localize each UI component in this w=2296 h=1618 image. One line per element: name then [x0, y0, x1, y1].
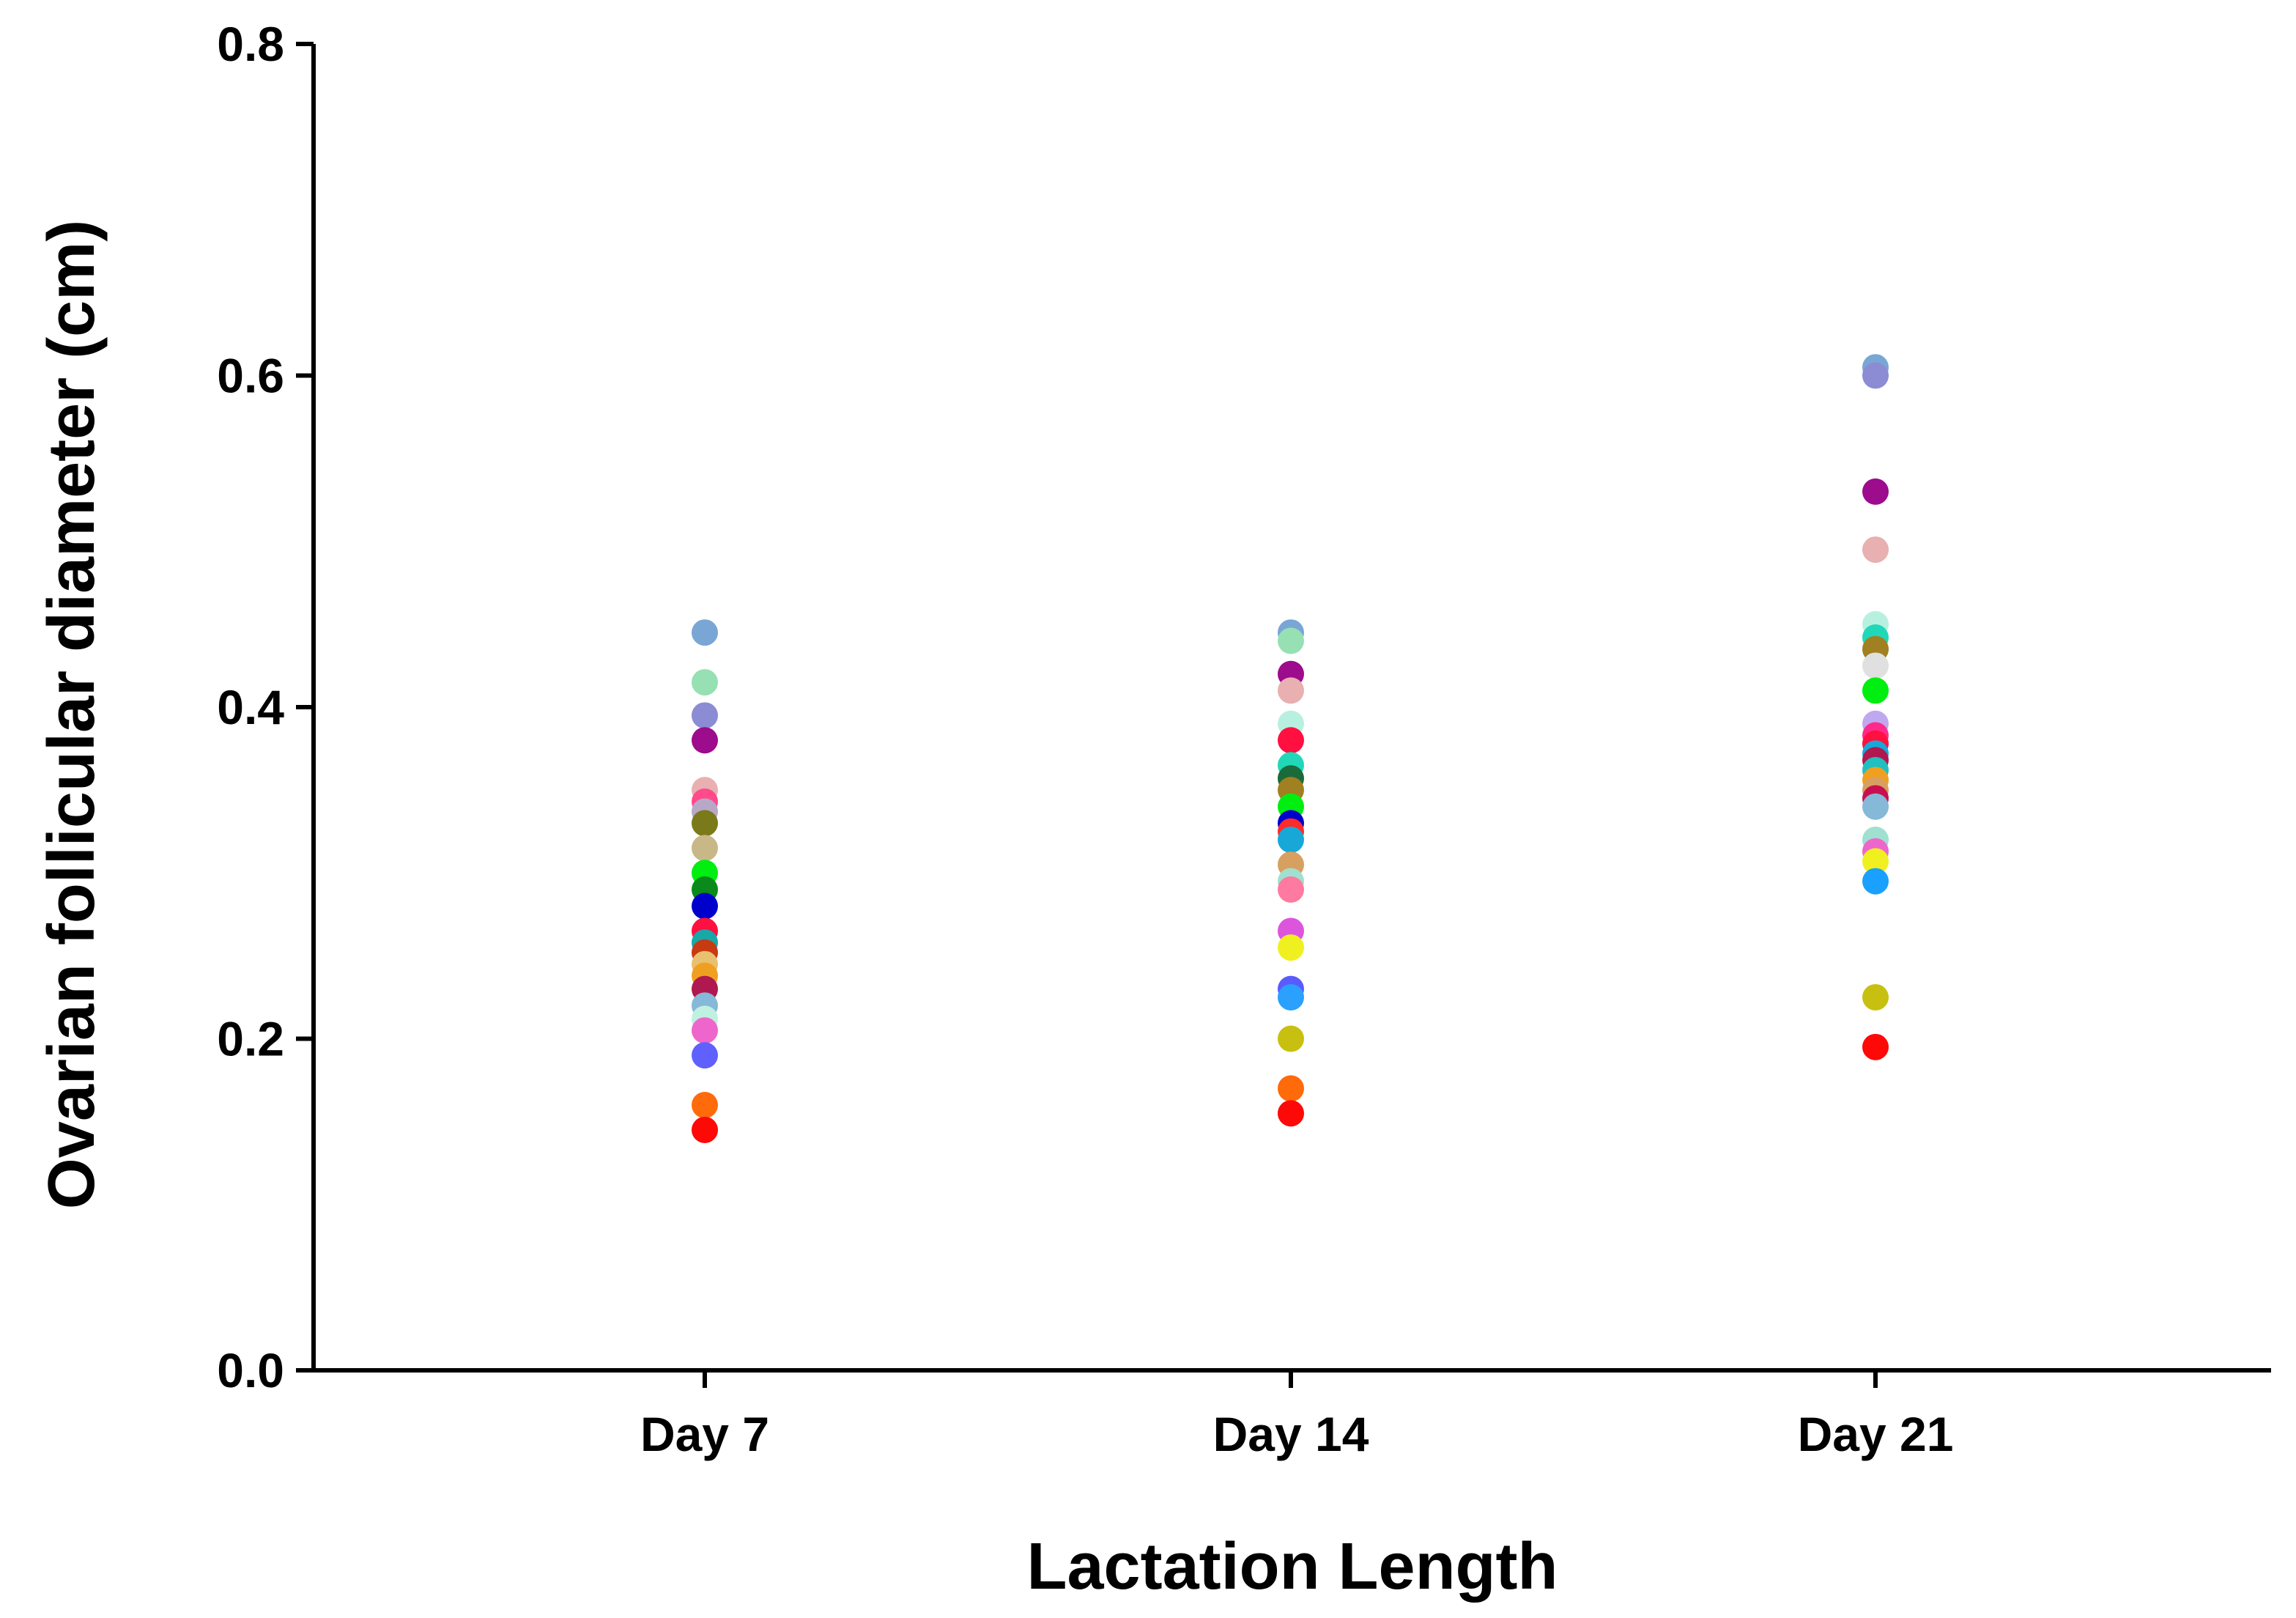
data-point	[692, 669, 718, 696]
data-point	[692, 1092, 718, 1118]
data-point	[692, 727, 718, 754]
x-axis-title: Lactation Length	[1027, 1530, 1558, 1603]
data-point	[1278, 827, 1304, 853]
data-point	[1278, 1100, 1304, 1127]
data-point	[1862, 362, 1889, 389]
y-tick-label: 0.2	[217, 1012, 284, 1066]
x-tick-label: Day 14	[1213, 1407, 1369, 1461]
data-point	[1862, 652, 1889, 679]
x-tick-label: Day 21	[1798, 1407, 1954, 1461]
x-axis-ticks: Day 7 Day 14 Day 21	[640, 1370, 1953, 1461]
y-axis-ticks: 0.0 0.2 0.4 0.6 0.8	[217, 17, 314, 1397]
data-point	[1278, 1025, 1304, 1052]
data-point	[1862, 983, 1889, 1011]
data-point	[1862, 478, 1889, 505]
data-point	[1278, 934, 1304, 961]
data-point	[1862, 536, 1889, 564]
x-tick-label: Day 7	[640, 1407, 769, 1461]
data-point	[1278, 1075, 1304, 1102]
data-point	[692, 1116, 718, 1143]
axes	[311, 44, 2271, 1373]
data-point	[692, 619, 718, 646]
data-point	[1862, 1033, 1889, 1060]
data-point	[1862, 848, 1889, 875]
y-tick-label: 0.4	[217, 680, 284, 734]
data-point	[1862, 793, 1889, 820]
y-axis-title: Ovarian follicular diameter (cm)	[35, 220, 108, 1209]
data-point	[1278, 727, 1304, 754]
y-tick-label: 0.8	[217, 17, 284, 71]
data-point	[692, 702, 718, 729]
data-point	[1278, 983, 1304, 1011]
data-point	[692, 810, 718, 837]
data-point	[1278, 627, 1304, 654]
data-points	[692, 354, 1889, 1143]
data-point	[1278, 677, 1304, 704]
y-tick-label: 0.6	[217, 349, 284, 403]
data-point	[1862, 677, 1889, 704]
data-point	[692, 1017, 718, 1044]
y-tick-label: 0.0	[217, 1343, 284, 1397]
data-point	[692, 835, 718, 862]
data-point	[692, 893, 718, 920]
data-point	[692, 1042, 718, 1069]
data-point	[1862, 868, 1889, 895]
data-point	[1278, 876, 1304, 903]
